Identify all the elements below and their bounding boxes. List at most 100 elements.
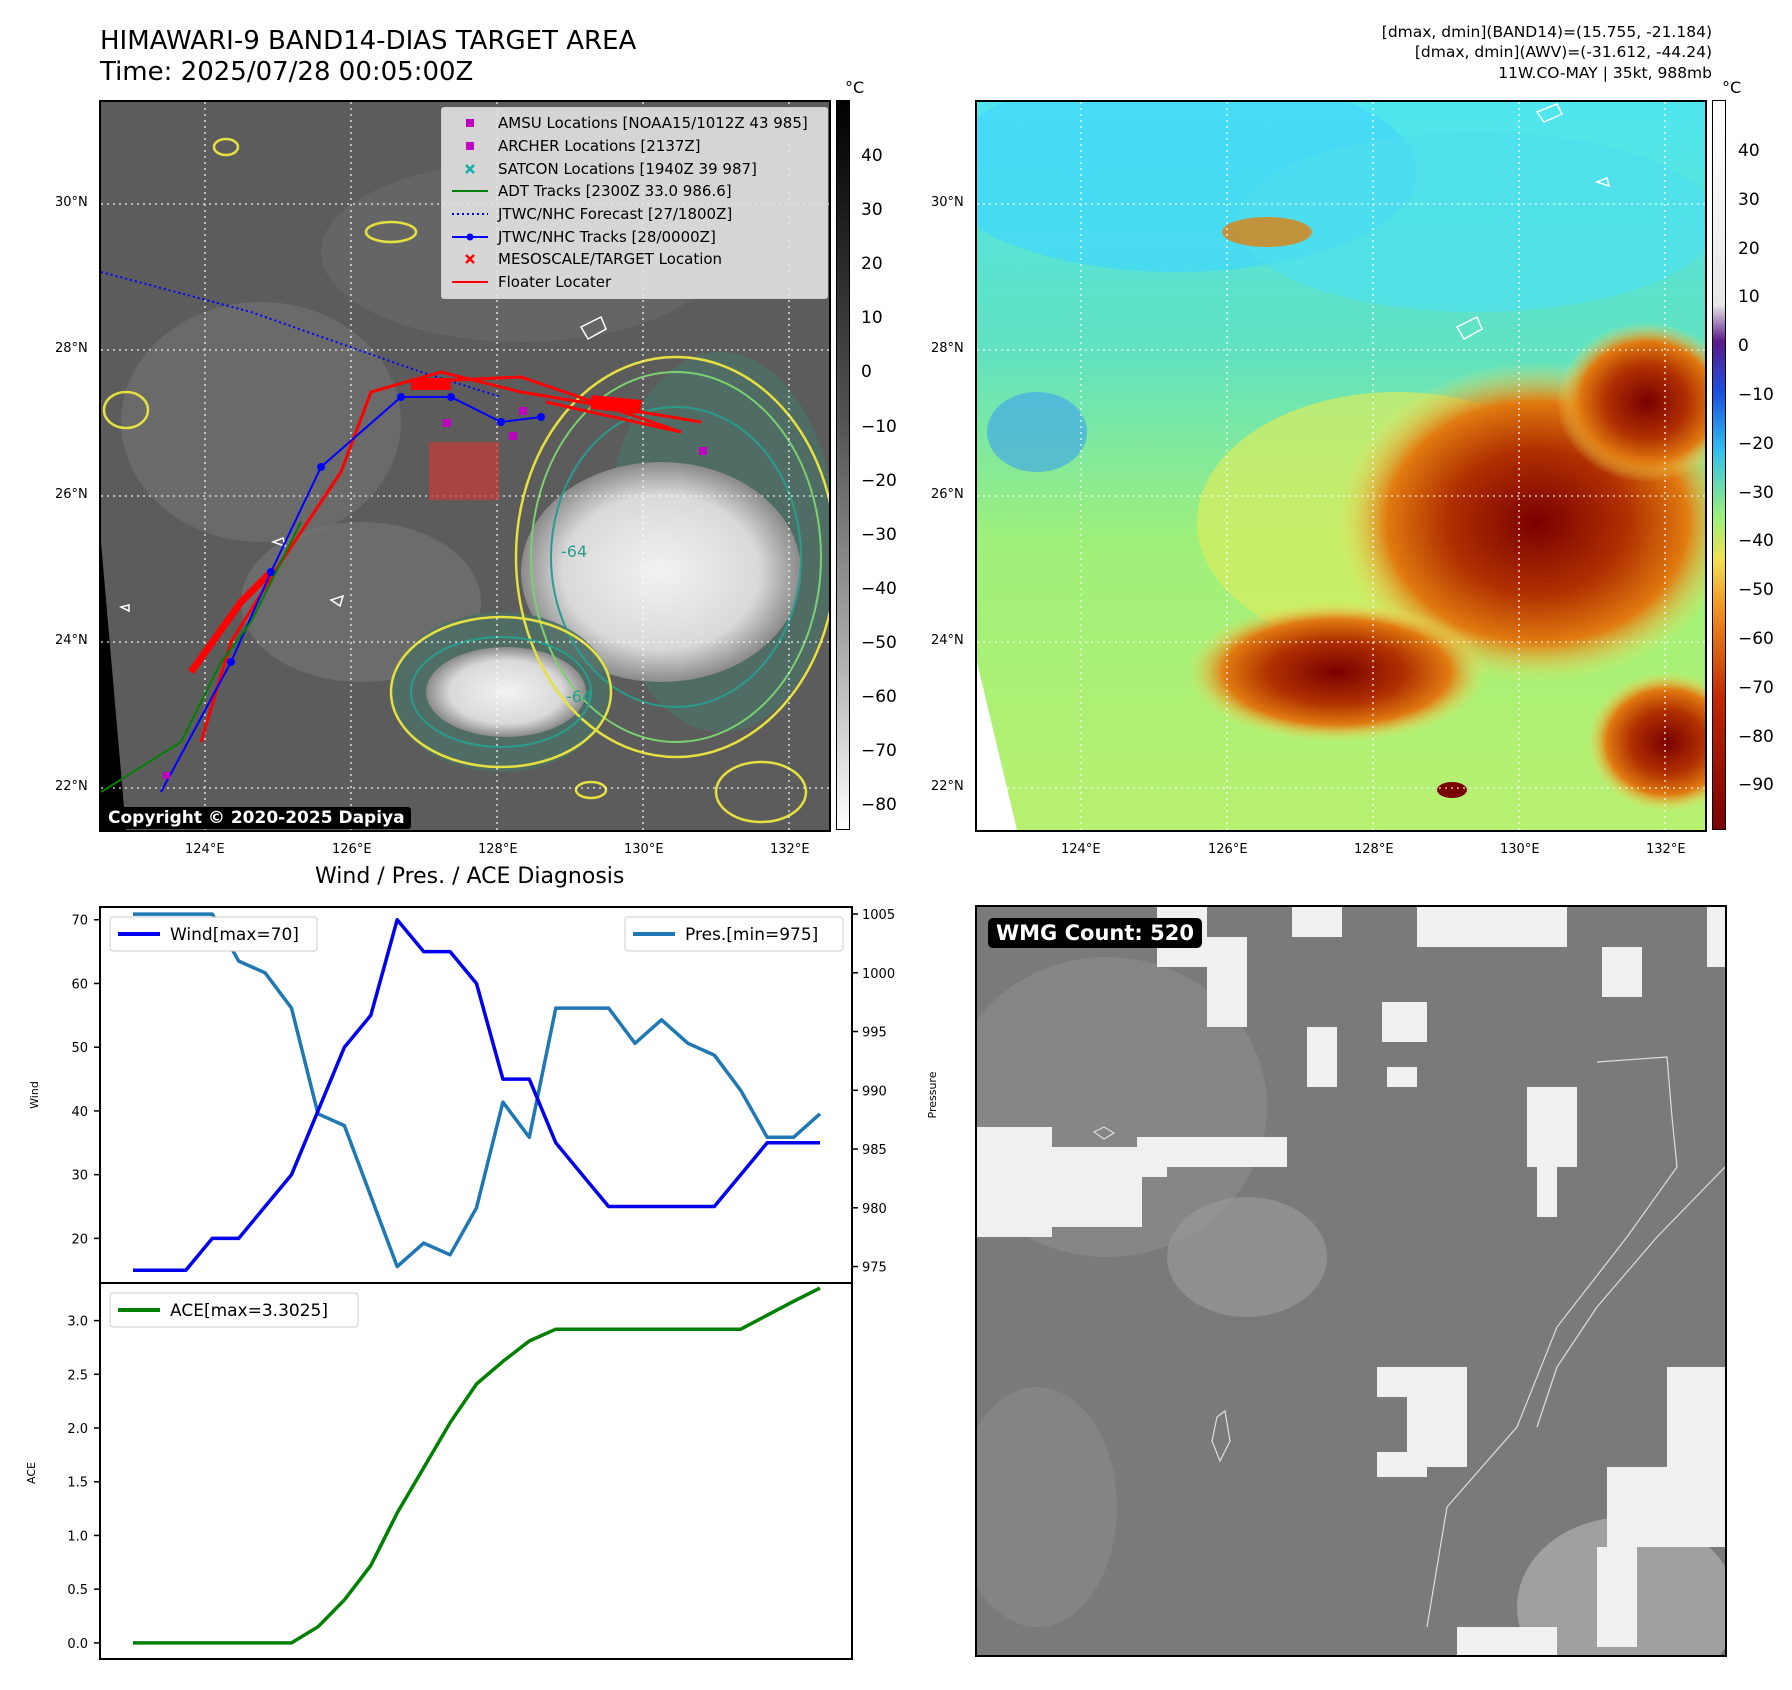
legend-marker xyxy=(450,226,490,248)
lat-label: 28°N xyxy=(55,341,88,356)
colorbar-tick-label: −60 xyxy=(861,687,897,707)
colorbar-tick-label: −30 xyxy=(1738,482,1774,503)
diagnosis-chart: 20 30 40 50 60 70 975 980 985 990 995 1000 1005 Wind P… xyxy=(25,906,939,1660)
pressure-tick-label: 995 xyxy=(862,1026,887,1041)
awv-map-panel xyxy=(975,100,1707,832)
colorbar-tick-label: −20 xyxy=(861,470,897,491)
lat-label: 26°N xyxy=(55,487,88,502)
lon-label: 128°E xyxy=(478,842,518,857)
lon-label: 132°E xyxy=(770,842,810,857)
colorbar-tick-label: −30 xyxy=(861,524,897,545)
colorbar-tick-label: −80 xyxy=(1738,726,1774,747)
ace-legend-box xyxy=(109,1292,359,1328)
legend-label: JTWC/NHC Forecast [27/1800Z] xyxy=(498,205,733,224)
pressure-tick-label: 980 xyxy=(862,1202,887,1217)
wmg-image xyxy=(977,907,1725,1655)
lat-label: 22°N xyxy=(931,779,964,794)
legend-marker xyxy=(450,158,490,180)
legend-marker xyxy=(450,203,490,225)
colorbar-tick-label: 0 xyxy=(1738,336,1749,357)
legend-item: JTWC/NHC Tracks [28/0000Z] xyxy=(450,225,819,248)
copyright-label: Copyright © 2020-2025 Dapiya xyxy=(102,807,411,829)
ir-map-panel: -64 -64 xyxy=(99,100,831,832)
legend-marker xyxy=(450,248,490,270)
wind-tick-label: 20 xyxy=(71,1232,88,1247)
lon-label: 132°E xyxy=(1646,842,1686,857)
wmg-panel: WMG Count: 520 xyxy=(975,905,1727,1657)
contour-label: -64 xyxy=(566,687,592,706)
legend-marker xyxy=(450,271,490,293)
colorbar-tick-label: 0 xyxy=(861,362,872,383)
ace-legend-label: ACE[max=3.3025] xyxy=(170,1301,328,1321)
wind-axis-label: Wind xyxy=(28,1081,41,1109)
ir-colorbar xyxy=(836,100,850,830)
colorbar-tick-label: −50 xyxy=(861,632,897,653)
lat-label: 26°N xyxy=(931,487,964,502)
colorbar-unit: °C xyxy=(1722,78,1742,97)
wind-tick-label: 60 xyxy=(71,977,88,992)
colorbar-tick-label: −10 xyxy=(861,416,897,437)
lon-label: 128°E xyxy=(1354,842,1394,857)
colorbar-tick-label: 20 xyxy=(861,254,883,275)
legend-marker xyxy=(450,180,490,202)
legend-label: SATCON Locations [1940Z 39 987] xyxy=(498,159,757,178)
colorbar-tick-label: −40 xyxy=(861,578,897,599)
colorbar-tick-label: −40 xyxy=(1738,531,1774,552)
legend-marker xyxy=(450,112,490,134)
lat-label: 30°N xyxy=(55,195,88,210)
wind-legend-label: Wind[max=70] xyxy=(170,925,299,945)
lat-label: 24°N xyxy=(931,633,964,648)
contour-label: -64 xyxy=(561,542,587,561)
colorbar-tick-label: −80 xyxy=(861,795,897,816)
map-legend: AMSU Locations [NOAA15/1012Z 43 985] ARCH… xyxy=(441,107,828,299)
legend-marker xyxy=(450,135,490,157)
wind-series-line xyxy=(133,917,820,1273)
stats-awv: [dmax, dmin](AWV)=(-31.612, -44.24) xyxy=(1414,43,1712,61)
lat-label: 30°N xyxy=(931,195,964,210)
colorbar-tick-label: −20 xyxy=(1738,433,1774,454)
colorbar-tick-label: −90 xyxy=(1738,775,1774,796)
diagnosis-title: Wind / Pres. / ACE Diagnosis xyxy=(315,864,625,889)
pressure-tick-label: 1000 xyxy=(862,967,895,982)
ace-tick-label: 2.5 xyxy=(67,1368,88,1383)
legend-item: Floater Locater xyxy=(450,271,819,294)
wind-tick-label: 30 xyxy=(71,1169,88,1184)
legend-item: ADT Tracks [2300Z 33.0 986.6] xyxy=(450,180,819,203)
lon-label: 124°E xyxy=(185,842,225,857)
lon-label: 126°E xyxy=(1208,842,1248,857)
pressure-tick-label: 1005 xyxy=(862,908,895,923)
pressure-legend-box xyxy=(624,916,844,952)
legend-label: AMSU Locations [NOAA15/1012Z 43 985] xyxy=(498,114,808,133)
legend-label: MESOSCALE/TARGET Location xyxy=(498,250,723,269)
lon-label: 130°E xyxy=(624,842,664,857)
wmg-count-badge: WMG Count: 520 xyxy=(988,918,1202,948)
colorbar-tick-label: 40 xyxy=(1738,141,1760,161)
colorbar-tick-label: −10 xyxy=(1738,385,1774,405)
lon-label: 126°E xyxy=(332,842,372,857)
wind-tick-label: 70 xyxy=(71,914,88,929)
ace-tick-label: 2.0 xyxy=(67,1422,88,1437)
lon-label: 130°E xyxy=(1500,842,1540,857)
colorbar-tick-label: −50 xyxy=(1738,580,1774,601)
legend-item: JTWC/NHC Forecast [27/1800Z] xyxy=(450,203,819,226)
colorbar-tick-label: 10 xyxy=(861,308,883,329)
ace-tick-label: 0.5 xyxy=(67,1583,88,1598)
pressure-series-line xyxy=(133,912,822,1269)
wind-pressure-plot-frame xyxy=(99,906,853,1284)
ace-axis-label: ACE xyxy=(25,1462,38,1484)
wind-tick-label: 40 xyxy=(71,1105,88,1120)
lat-label: 24°N xyxy=(55,633,88,648)
pressure-legend-label: Pres.[min=975] xyxy=(685,925,818,945)
lat-label: 22°N xyxy=(55,779,88,794)
colorbar-tick-label: 10 xyxy=(1738,287,1760,308)
chart-time: Time: 2025/07/28 00:05:00Z xyxy=(100,57,474,87)
storm-info: 11W.CO-MAY | 35kt, 988mb xyxy=(1498,64,1712,82)
ace-series-line xyxy=(133,1286,821,1645)
pressure-tick-label: 985 xyxy=(862,1143,887,1158)
colorbar-tick-label: −70 xyxy=(1738,677,1774,698)
legend-label: ARCHER Locations [2137Z] xyxy=(498,137,701,156)
ace-tick-label: 1.5 xyxy=(67,1476,88,1491)
legend-item: AMSU Locations [NOAA15/1012Z 43 985] xyxy=(450,112,819,135)
awv-map-image xyxy=(977,102,1705,830)
ace-tick-label: 1.0 xyxy=(67,1529,88,1544)
